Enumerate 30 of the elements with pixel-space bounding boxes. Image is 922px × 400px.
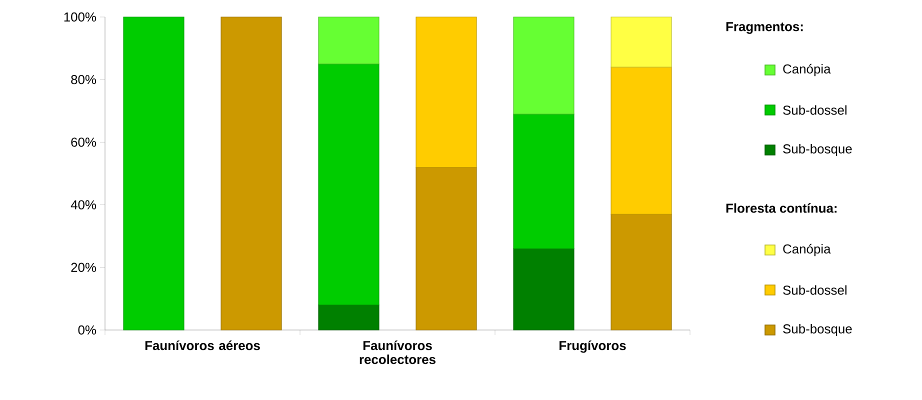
bar <box>416 166 477 330</box>
x-tick-label: Faunívoros recolectores <box>360 340 436 364</box>
legend-label: Sub-dossel <box>783 285 846 295</box>
y-tick-label: 20% <box>71 262 96 272</box>
legend-label: Canópia <box>783 244 831 256</box>
text: Floresta contínua: <box>726 203 837 213</box>
bar <box>318 64 380 306</box>
bar <box>610 66 672 214</box>
legend-label: Sub-bosque <box>783 324 852 336</box>
legend-label: Sub-bosque <box>783 144 852 156</box>
y-tick-label: 80% <box>71 75 96 84</box>
legend-label: Canópia <box>783 64 831 76</box>
x-tick-label: Faunívoros aéreos <box>145 340 260 350</box>
y-tick-label: 40% <box>70 200 96 210</box>
y-tick-label: 60% <box>71 138 96 147</box>
bar <box>318 16 380 64</box>
bar <box>416 16 477 168</box>
bar <box>610 16 672 68</box>
bar <box>513 114 574 249</box>
bar <box>318 304 380 330</box>
text: Fragmentos: <box>726 22 803 34</box>
bar <box>610 214 672 330</box>
bar <box>220 16 282 330</box>
y-tick-label: 100% <box>64 12 96 22</box>
legend-label: Sub-dossel <box>783 105 846 115</box>
bar <box>513 248 574 330</box>
x-tick-label: Frugívoros <box>560 340 626 353</box>
y-tick-label: 0% <box>78 325 96 335</box>
bar <box>513 16 574 114</box>
bar <box>123 16 184 330</box>
